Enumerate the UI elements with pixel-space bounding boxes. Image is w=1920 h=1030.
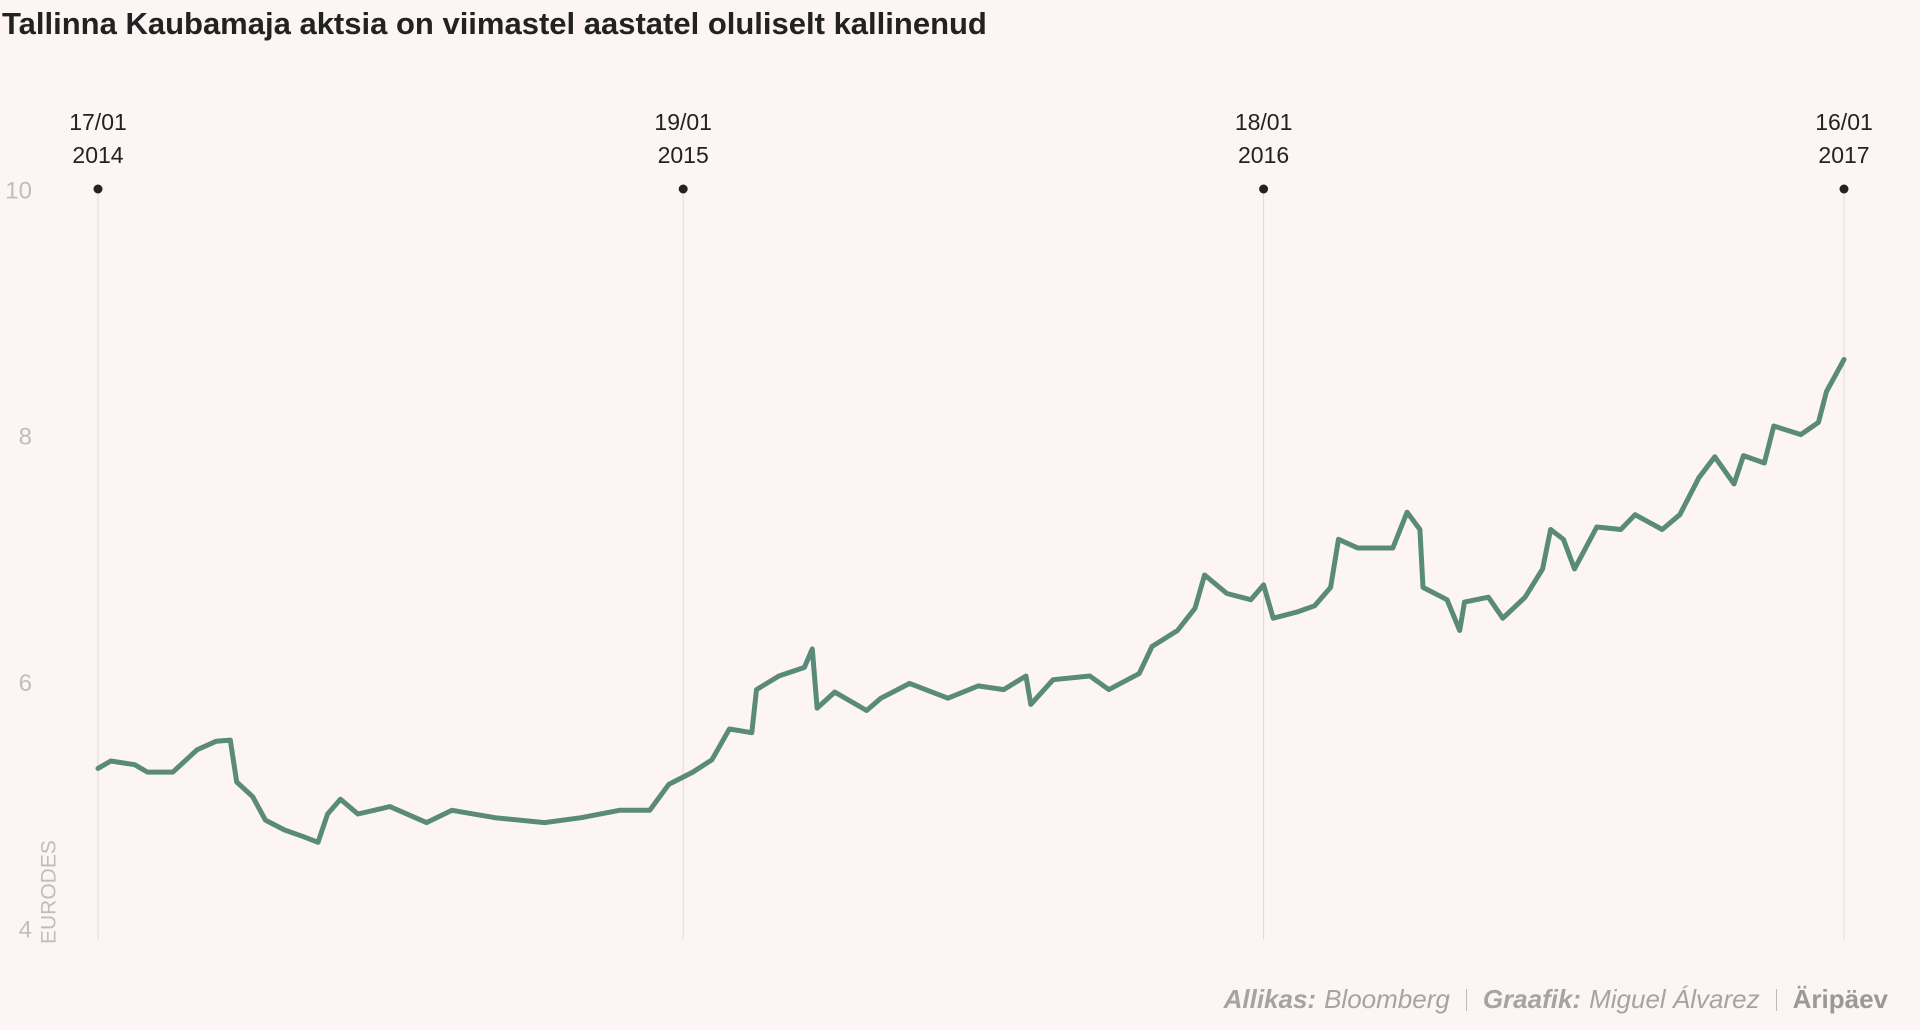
price-line — [95, 357, 1847, 845]
x-tick-label: 16/01 — [1815, 109, 1873, 135]
author-label: Graafik: — [1482, 984, 1582, 1014]
separator — [1465, 988, 1467, 1011]
x-tick-label: 2017 — [1818, 142, 1869, 168]
x-tick-label: 2014 — [72, 142, 123, 168]
tick-dot — [1259, 184, 1269, 194]
author: Miguel Álvarez — [1589, 984, 1760, 1014]
tick-dot — [678, 184, 688, 194]
chart-title: Tallinna Kaubamaja aktsia on viimastel a… — [2, 6, 987, 41]
tick-dot — [1839, 184, 1849, 194]
source-label: Allikas: — [1223, 984, 1317, 1014]
y-tick-label: 8 — [19, 424, 32, 451]
x-tick-label: 17/01 — [69, 109, 127, 135]
y-tick-label: 4 — [19, 916, 32, 943]
x-tick-label: 2016 — [1238, 142, 1289, 168]
tick-dot — [93, 184, 103, 194]
brand: Äripäev — [1792, 984, 1888, 1014]
x-tick-label: 2015 — [658, 142, 709, 168]
x-tick-label: 19/01 — [654, 109, 712, 135]
x-tick-label: 18/01 — [1235, 109, 1293, 135]
source: Bloomberg — [1324, 984, 1450, 1014]
chart: Tallinna Kaubamaja aktsia on viimastel a… — [2, 6, 1873, 944]
footer: Allikas: Bloomberg Graafik: Miguel Álvar… — [1224, 984, 1896, 1015]
separator — [1775, 988, 1777, 1011]
y-tick-label: 10 — [5, 177, 32, 204]
y-tick-label: 6 — [19, 670, 32, 697]
y-axis-label: EURODES — [38, 840, 61, 944]
